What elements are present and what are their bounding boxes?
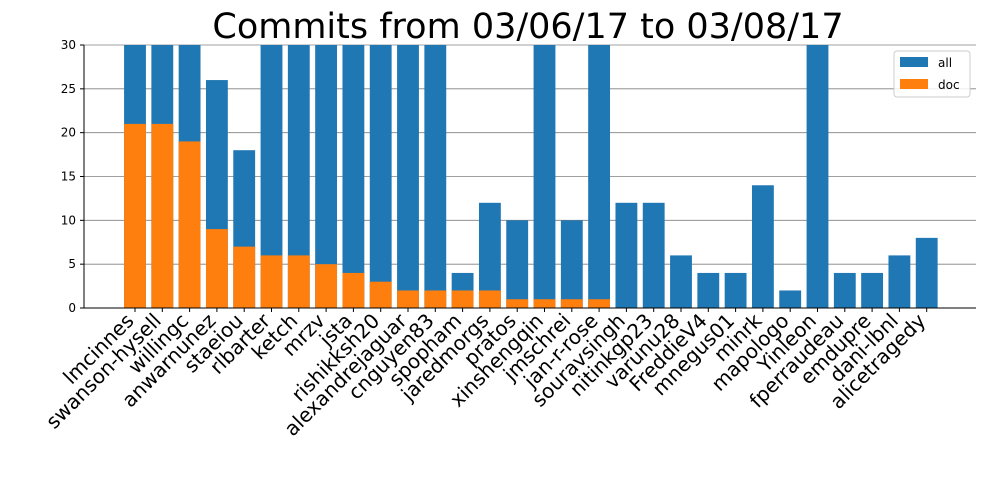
y-tick-label-5: 25 [61, 82, 76, 96]
y-tick-label-4: 20 [61, 126, 76, 140]
bar-all-17 [588, 45, 611, 308]
bar-doc-8 [342, 272, 365, 308]
bar-all-26 [833, 272, 856, 308]
bar-all-9 [369, 45, 392, 308]
bar-doc-17 [588, 299, 611, 308]
bar-all-16 [560, 220, 583, 308]
bar-doc-6 [287, 255, 310, 308]
y-axis-ticks: 0 5 10 15 20 25 30 [61, 38, 84, 315]
bar-all-18 [615, 202, 638, 308]
x-axis-ticks: lmcinnesswanson-hysellwillingcanwarnunez… [41, 308, 930, 441]
bar-all-25 [806, 45, 829, 308]
bar-all-20 [670, 255, 692, 308]
bar-all-28 [888, 255, 911, 308]
bar-all-8 [342, 45, 365, 308]
bar-all-19 [642, 202, 665, 308]
bar-doc-9 [369, 281, 392, 308]
bar-all-23 [751, 185, 774, 308]
grid-lines [84, 44, 976, 309]
y-tick-label-3: 15 [61, 170, 76, 184]
bar-all-21 [697, 272, 720, 308]
bar-all-7 [315, 45, 338, 308]
bars [124, 45, 938, 309]
legend-swatch-all [900, 57, 928, 67]
bar-all-6 [287, 45, 310, 308]
bar-doc-11 [424, 290, 447, 308]
bar-doc-15 [533, 299, 556, 308]
y-tick-label-2: 10 [61, 213, 76, 227]
bar-doc-7 [315, 264, 338, 308]
bar-doc-5 [260, 255, 283, 308]
bar-doc-14 [506, 299, 529, 308]
bar-all-24 [779, 290, 802, 308]
y-tick-label-0: 0 [68, 301, 76, 315]
bar-doc-3 [205, 229, 228, 308]
bar-all-22 [724, 272, 747, 308]
bar-doc-2 [178, 141, 201, 308]
bar-all-5 [260, 45, 283, 308]
bar-all-14 [506, 220, 529, 308]
bar-all-29 [915, 237, 938, 308]
bar-doc-16 [560, 299, 583, 308]
bar-all-27 [861, 272, 884, 308]
bar-all-11 [424, 45, 447, 308]
bar-doc-13 [478, 290, 501, 308]
bar-all-13 [478, 202, 501, 308]
legend: all doc [893, 50, 971, 98]
chart-title: Commits from 03/06/17 to 03/08/17 [212, 7, 843, 47]
y-tick-label-6: 30 [61, 38, 76, 52]
y-tick-label-1: 5 [68, 257, 76, 271]
bar-doc-0 [124, 123, 146, 309]
bar-doc-12 [451, 290, 474, 308]
legend-swatch-doc [900, 79, 928, 89]
bar-doc-10 [397, 290, 419, 308]
bar-all-10 [397, 45, 419, 308]
bar-doc-4 [233, 246, 256, 308]
legend-label-doc: doc [938, 78, 960, 92]
bar-doc-1 [151, 123, 174, 309]
bar-all-15 [533, 45, 556, 308]
legend-label-all: all [938, 56, 952, 70]
